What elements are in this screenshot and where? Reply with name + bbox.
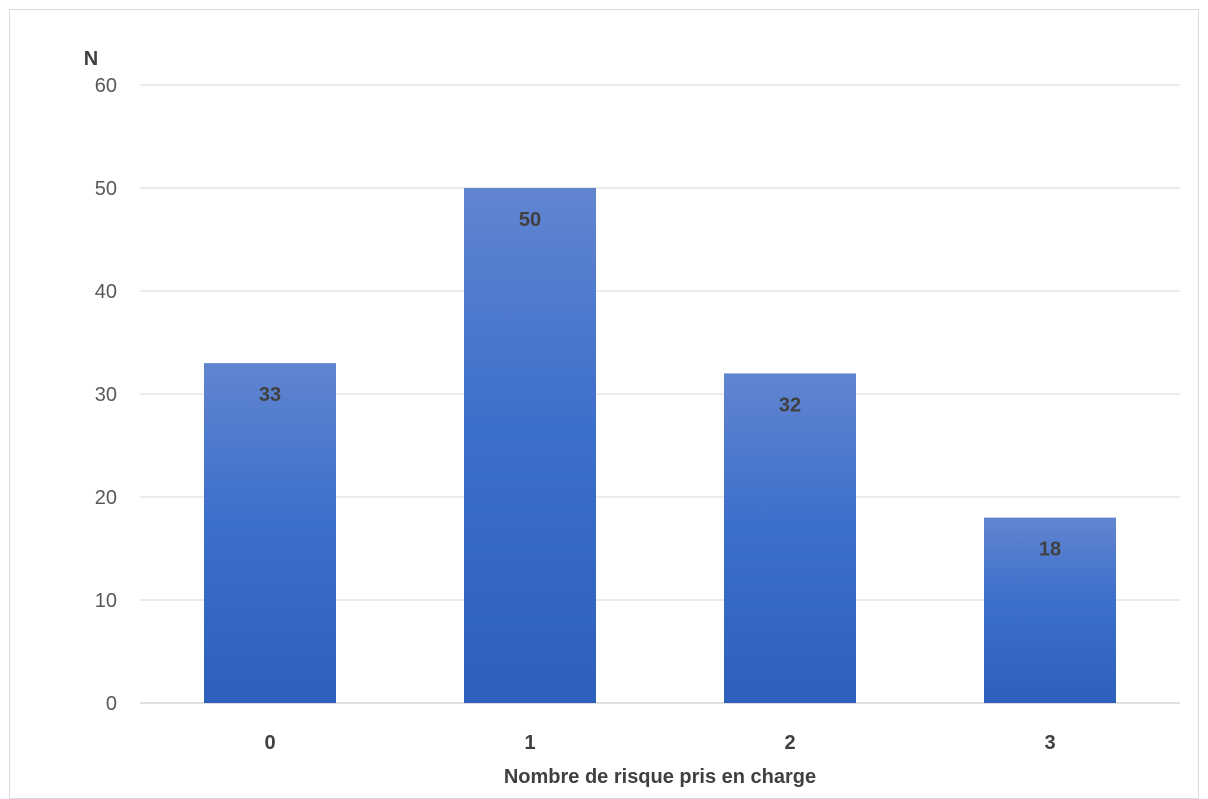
data-label: 18 [1039, 539, 1061, 561]
data-label: 50 [519, 209, 541, 231]
bars [204, 188, 1116, 703]
data-label: 32 [779, 394, 801, 416]
y-axis-ticks: 0 10 20 30 40 50 60 [95, 75, 117, 715]
bar-3 [984, 517, 1116, 703]
y-axis-title: N [84, 48, 98, 70]
data-labels: 33 50 32 18 [259, 209, 1061, 561]
y-tick-label: 20 [95, 487, 117, 509]
bar-2 [724, 373, 856, 703]
x-tick-label: 3 [1044, 732, 1055, 754]
y-tick-label: 60 [95, 75, 117, 97]
y-tick-label: 30 [95, 384, 117, 406]
y-tick-label: 40 [95, 281, 117, 303]
bar-0 [204, 363, 336, 703]
x-tick-label: 1 [524, 732, 535, 754]
x-axis-ticks: 0 1 2 3 [264, 732, 1055, 754]
bar-1 [464, 188, 596, 703]
x-tick-label: 0 [264, 732, 275, 754]
data-label: 33 [259, 384, 281, 406]
y-tick-label: 10 [95, 590, 117, 612]
y-tick-label: 0 [106, 693, 117, 715]
x-tick-label: 2 [784, 732, 795, 754]
x-axis-title: Nombre de risque pris en charge [504, 766, 816, 788]
y-tick-label: 50 [95, 178, 117, 200]
